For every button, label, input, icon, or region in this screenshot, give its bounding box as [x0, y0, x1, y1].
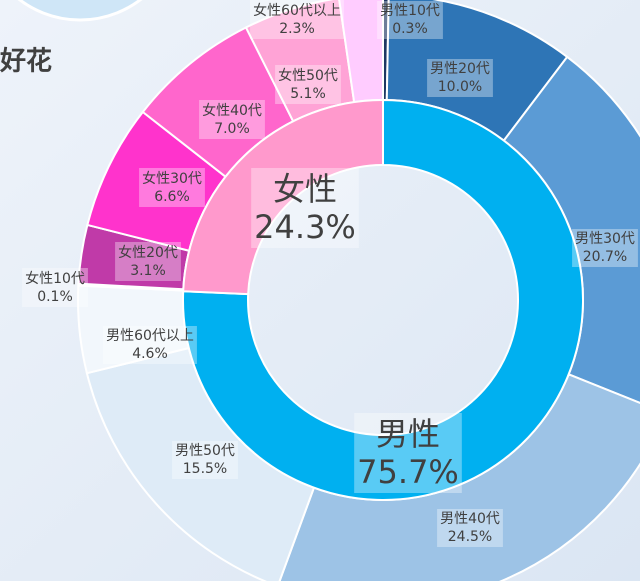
category-label: 女性10代 — [25, 270, 85, 287]
category-label: 男性30代 — [575, 231, 635, 247]
data-label: 女性60代以上 2.3% — [250, 0, 344, 39]
value-label: 2.3% — [279, 21, 315, 37]
label-background — [377, 1, 443, 39]
label-background — [354, 413, 462, 493]
category-label: 男性40代 — [440, 511, 500, 527]
category-label: 女性 — [273, 170, 337, 208]
category-label: 女性20代 — [118, 244, 178, 261]
data-label: 女性40代 7.0% — [199, 100, 265, 139]
value-label: 0.3% — [392, 21, 428, 37]
label-background — [115, 242, 181, 281]
data-label: 男性10代 0.3% — [377, 1, 443, 39]
slice — [182, 98, 384, 296]
label-background — [251, 168, 359, 248]
value-label: 75.7% — [357, 453, 459, 491]
label-background — [437, 509, 503, 547]
category-label: 男性10代 — [380, 3, 440, 19]
label-background — [172, 441, 238, 479]
data-label: 男性50代 15.5% — [172, 441, 238, 479]
category-label: 女性40代 — [202, 102, 262, 119]
category-label: 女性50代 — [278, 67, 338, 84]
data-label: 男性20代 10.0% — [427, 59, 493, 97]
data-label: 男性30代 20.7% — [572, 229, 638, 267]
category-label: 男性60代以上 — [106, 328, 194, 344]
data-label: 女性20代 3.1% — [115, 242, 181, 281]
value-label: 15.5% — [183, 461, 227, 477]
data-label: 女性50代 5.1% — [275, 65, 341, 104]
data-label: 女性30代 6.6% — [139, 168, 205, 207]
label-background — [427, 59, 493, 97]
value-label: 20.7% — [583, 249, 627, 265]
value-label: 0.1% — [37, 289, 73, 305]
value-label: 6.6% — [154, 189, 190, 205]
value-label: 10.0% — [438, 79, 482, 95]
value-label: 5.1% — [290, 86, 326, 102]
value-label: 4.6% — [132, 346, 168, 362]
label-background — [572, 229, 638, 267]
category-label: 女性60代以上 — [253, 2, 341, 19]
category-label: 男性20代 — [430, 61, 490, 77]
slice — [182, 98, 584, 501]
category-label: 女性30代 — [142, 170, 202, 187]
category-label: 男性50代 — [175, 443, 235, 459]
value-label: 24.3% — [254, 208, 356, 246]
decoration — [17, 0, 143, 22]
label-background — [103, 326, 197, 364]
value-label: 24.5% — [448, 529, 492, 545]
data-label: 女性10代 0.1% — [22, 268, 88, 307]
value-label: 7.0% — [214, 121, 250, 137]
label-background — [22, 268, 88, 307]
chart-title: 好花 — [0, 47, 52, 77]
label-background — [199, 100, 265, 139]
data-label: 男性40代 24.5% — [437, 509, 503, 547]
data-label: 男性60代以上 4.6% — [103, 326, 197, 364]
label-background — [139, 168, 205, 207]
label-background — [250, 0, 344, 39]
value-label: 3.1% — [130, 263, 166, 279]
label-background — [275, 65, 341, 104]
category-label: 男性 — [376, 415, 440, 453]
